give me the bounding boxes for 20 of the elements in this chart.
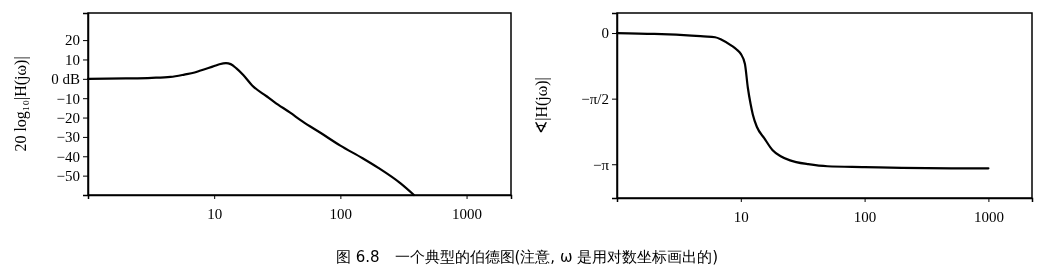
caption: 图 6.8 一个典型的伯德图(注意, ω 是用对数坐标画出的) xyxy=(335,248,719,266)
y-axis-title: ∢|H(jω)| xyxy=(533,77,551,134)
y-tick-label: −50 xyxy=(56,167,80,184)
y-tick-label: −40 xyxy=(56,148,80,165)
y-tick-label: −π xyxy=(592,156,610,173)
y-tick-label: −10 xyxy=(56,90,80,107)
y-tick-label: 0 xyxy=(601,25,609,42)
y-tick-label: −π/2 xyxy=(581,90,609,107)
x-tick-label: 1000 xyxy=(973,208,1004,225)
y-tick-label: −20 xyxy=(56,109,80,126)
x-tick-label: 100 xyxy=(853,208,877,225)
x-tick-label: 100 xyxy=(329,205,353,222)
x-tick-label: 1000 xyxy=(452,205,483,222)
y-axis-title: 20 log₁₀|H(jω)| xyxy=(12,56,30,152)
y-tick-label: 0 dB xyxy=(51,71,80,88)
x-tick-label: 10 xyxy=(207,205,223,222)
y-tick-label: −30 xyxy=(56,129,80,146)
y-tick-label: 20 xyxy=(65,32,80,49)
y-tick-label: 10 xyxy=(65,51,80,68)
x-tick-label: 10 xyxy=(733,208,749,225)
